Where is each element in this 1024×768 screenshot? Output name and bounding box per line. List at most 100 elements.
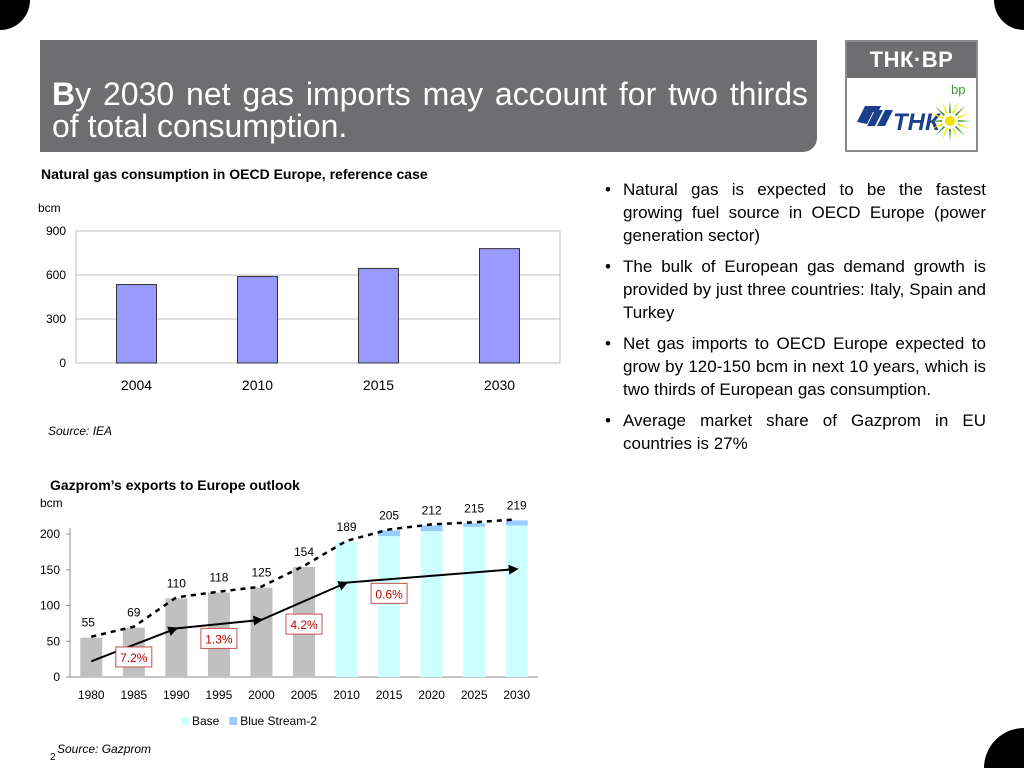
total-label: 69 bbox=[127, 606, 141, 620]
helios-petal bbox=[930, 112, 945, 120]
y-tick-label: 200 bbox=[40, 527, 60, 541]
x-tick-label: 2015 bbox=[376, 688, 403, 702]
title-bar bbox=[40, 40, 817, 152]
x-tick-label: 2005 bbox=[291, 688, 318, 702]
helios-center bbox=[945, 116, 955, 126]
total-label: 205 bbox=[379, 508, 399, 522]
top-right-corner bbox=[994, 0, 1024, 30]
page-title: By 2030 net gas imports may account for … bbox=[52, 78, 808, 142]
top-left-corner bbox=[0, 0, 30, 30]
y-tick-label: 600 bbox=[46, 268, 66, 282]
growth-rate-box bbox=[200, 627, 238, 649]
growth-rate-label: 0.6% bbox=[375, 587, 403, 601]
base-bar bbox=[335, 541, 358, 677]
y-tick-label: 150 bbox=[40, 563, 60, 577]
bottom-right-corner bbox=[984, 728, 1024, 768]
helios-petal bbox=[935, 106, 946, 117]
helios-petal bbox=[956, 119, 971, 123]
x-tick-label: 2004 bbox=[121, 377, 152, 393]
growth-rate-label: 1.3% bbox=[205, 632, 233, 646]
bp-helios-icon bbox=[929, 100, 971, 142]
blue-stream-bar bbox=[505, 520, 528, 526]
y-axis-label: bcm bbox=[38, 201, 61, 215]
growth-arrow bbox=[346, 564, 519, 584]
bar bbox=[479, 248, 520, 364]
helios-petal bbox=[930, 122, 945, 130]
growth-arrow bbox=[176, 615, 264, 630]
base-bar bbox=[505, 525, 528, 677]
exports-chart: 0 50 100 150 200 bcm 55 1980 69 1985 110 1990 118 199… bbox=[40, 496, 538, 728]
x-tick-label: 2000 bbox=[248, 688, 275, 702]
bp-mark-text: bp bbox=[951, 82, 965, 97]
y-tick-label: 50 bbox=[47, 634, 61, 648]
helios-petal bbox=[955, 122, 970, 130]
consumption-source: Source: IEA bbox=[48, 424, 113, 438]
x-tick-label: 1985 bbox=[120, 688, 147, 702]
total-label: 219 bbox=[507, 498, 527, 512]
logo-text: ТНК·ВР bbox=[847, 42, 976, 78]
bullet-item: Average market share of Gazprom in EU co… bbox=[604, 409, 986, 455]
growth-arrow bbox=[261, 581, 349, 621]
exports-source: Source: Gazprom bbox=[57, 742, 152, 756]
x-tick-label: 2015 bbox=[363, 377, 394, 393]
total-label: 215 bbox=[464, 501, 484, 515]
legend-label: Blue Stream-2 bbox=[240, 714, 317, 728]
historical-bar bbox=[165, 598, 188, 677]
blue-stream-bar bbox=[463, 523, 486, 527]
bullet-item: Natural gas is expected to be the fastes… bbox=[604, 178, 986, 247]
helios-petal bbox=[954, 125, 965, 136]
blue-stream-bar bbox=[378, 530, 401, 537]
x-tick-label: 1995 bbox=[206, 688, 233, 702]
helios-petal bbox=[935, 125, 946, 136]
total-label: 55 bbox=[82, 616, 96, 630]
x-tick-label: 2010 bbox=[333, 688, 360, 702]
x-tick-label: 2025 bbox=[461, 688, 488, 702]
base-bar bbox=[378, 536, 401, 677]
tnk-mark-icon: ТНК bbox=[857, 106, 942, 136]
x-tick-label: 1980 bbox=[78, 688, 105, 702]
bullet-item: The bulk of European gas demand growth i… bbox=[604, 255, 986, 324]
x-tick-label: 2030 bbox=[484, 377, 515, 393]
historical-bar bbox=[250, 587, 273, 677]
helios-petal bbox=[948, 127, 952, 142]
growth-rate-box bbox=[115, 646, 153, 668]
x-tick-label: 1990 bbox=[163, 688, 190, 702]
legend-swatch bbox=[229, 717, 238, 725]
legend-swatch bbox=[181, 717, 189, 725]
logo-marks: ТНК bp bbox=[857, 82, 971, 142]
consumption-chart: 0 300 600 900 bcm 2004 2010 2015 2030 bbox=[38, 201, 561, 393]
growth-rate-box bbox=[370, 582, 408, 604]
bullet-item: Net gas imports to OECD Europe expected … bbox=[604, 332, 986, 401]
helios-petal bbox=[954, 106, 965, 117]
growth-rate-box bbox=[285, 613, 323, 635]
y-tick-label: 0 bbox=[53, 670, 60, 684]
total-label: 154 bbox=[294, 545, 314, 559]
bar bbox=[358, 267, 399, 364]
base-bar bbox=[463, 526, 486, 677]
total-label: 212 bbox=[422, 503, 442, 517]
consumption-chart-title: Natural gas consumption in OECD Europe, … bbox=[41, 166, 428, 182]
helios-petal bbox=[955, 112, 970, 120]
helios-petal bbox=[941, 126, 949, 141]
x-tick-label: 2010 bbox=[242, 377, 273, 393]
base-bar bbox=[420, 531, 443, 677]
key-points-list: Natural gas is expected to be the fastes… bbox=[604, 178, 986, 463]
bar bbox=[116, 284, 157, 364]
legend-label: Base bbox=[192, 714, 220, 728]
y-tick-label: 300 bbox=[46, 312, 66, 326]
helios-petal bbox=[941, 101, 949, 116]
tnk-bp-logo: ТНК·ВР ТНК bp bbox=[845, 40, 978, 152]
y-tick-label: 900 bbox=[46, 224, 66, 238]
growth-rate-label: 7.2% bbox=[120, 651, 148, 665]
total-label: 110 bbox=[167, 576, 186, 590]
growth-rate-label: 4.2% bbox=[290, 618, 318, 632]
title-rest: y 2030 net gas imports may account for t… bbox=[52, 76, 808, 144]
helios-petal bbox=[948, 100, 952, 115]
x-tick-label: 2020 bbox=[418, 688, 445, 702]
helios-petal bbox=[929, 119, 944, 123]
title-first-letter: B bbox=[52, 76, 76, 112]
page-number: 2 bbox=[50, 752, 56, 763]
y-axis-label: bcm bbox=[40, 496, 63, 510]
x-tick-label: 2030 bbox=[503, 688, 530, 702]
bar bbox=[237, 275, 278, 364]
